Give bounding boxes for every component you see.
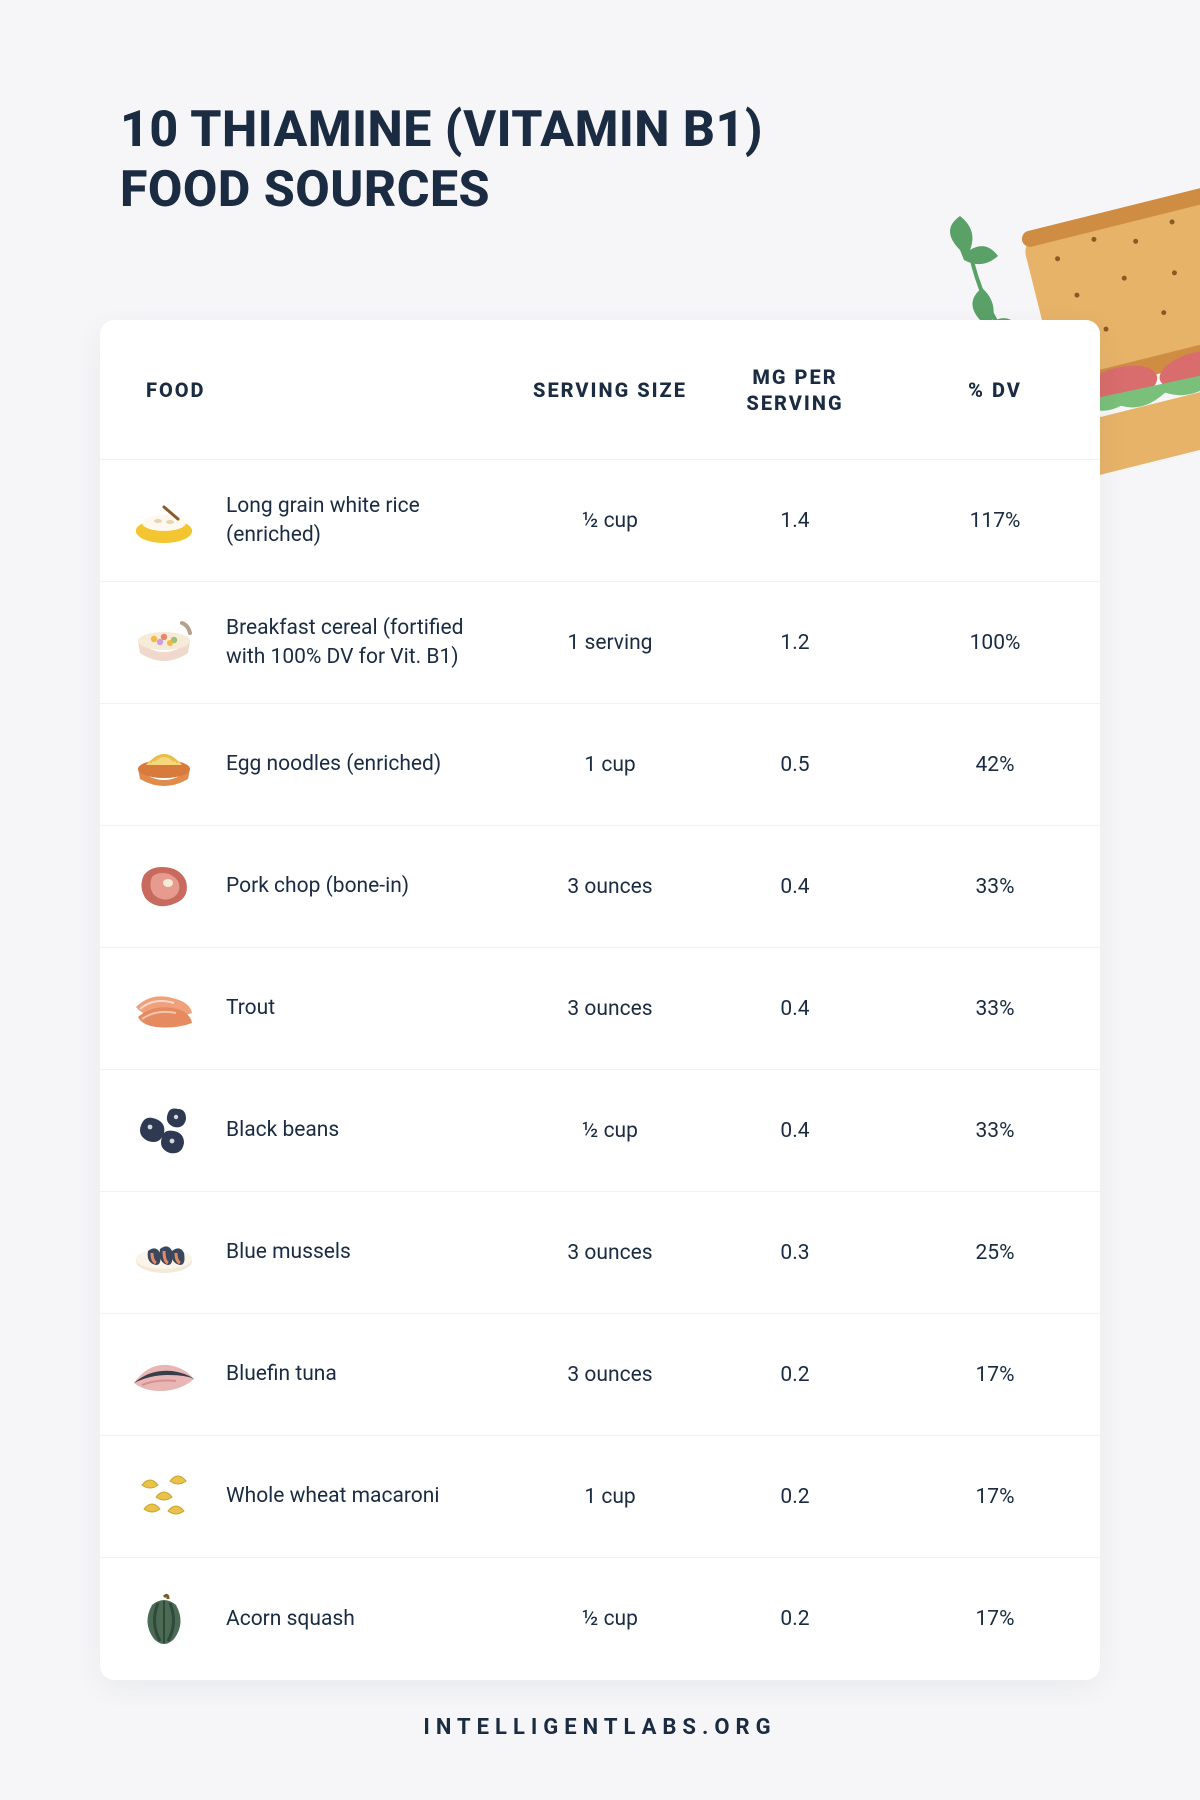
beans-icon [128, 1095, 200, 1167]
food-cell: Trout [100, 973, 520, 1045]
macaroni-icon [128, 1461, 200, 1533]
serving-size: ½ cup [520, 1607, 700, 1631]
serving-size: ½ cup [520, 509, 700, 533]
mg-per-serving: 0.4 [700, 875, 890, 899]
col-mg: MG PER SERVING [700, 364, 890, 416]
table-row: Egg noodles (enriched) 1 cup0.542% [100, 704, 1100, 826]
percent-dv: 25% [890, 1241, 1100, 1265]
title-line-2: FOOD SOURCES [120, 161, 490, 219]
table-row: Pork chop (bone-in) 3 ounces0.433% [100, 826, 1100, 948]
table-row: Whole wheat macaroni 1 cup0.217% [100, 1436, 1100, 1558]
serving-size: 1 cup [520, 753, 700, 777]
pork-icon [128, 851, 200, 923]
squash-icon [128, 1583, 200, 1655]
table-row: Black beans ½ cup0.433% [100, 1070, 1100, 1192]
table-row: Acorn squash ½ cup0.217% [100, 1558, 1100, 1680]
serving-size: ½ cup [520, 1119, 700, 1143]
mg-per-serving: 0.2 [700, 1607, 890, 1631]
mg-per-serving: 0.2 [700, 1363, 890, 1387]
table-row: Breakfast cereal (fortified with 100% DV… [100, 582, 1100, 704]
food-name: Bluefin tuna [226, 1360, 337, 1388]
title-line-1: 10 THIAMINE (VITAMIN B1) [120, 101, 763, 159]
percent-dv: 33% [890, 1119, 1100, 1143]
table-row: Long grain white rice (enriched) ½ cup1.4… [100, 460, 1100, 582]
mg-per-serving: 0.4 [700, 997, 890, 1021]
food-cell: Black beans [100, 1095, 520, 1167]
table-body: Long grain white rice (enriched)½ cup1.4… [100, 460, 1100, 1680]
mg-per-serving: 1.2 [700, 631, 890, 655]
food-table: FOOD SERVING SIZE MG PER SERVING % DV Lo… [100, 320, 1100, 1680]
serving-size: 1 cup [520, 1485, 700, 1509]
food-name: Long grain white rice (enriched) [226, 492, 506, 549]
food-cell: Acorn squash [100, 1583, 520, 1655]
mg-per-serving: 0.3 [700, 1241, 890, 1265]
serving-size: 1 serving [520, 631, 700, 655]
food-cell: Blue mussels [100, 1217, 520, 1289]
food-name: Breakfast cereal (fortified with 100% DV… [226, 614, 506, 671]
table-header: FOOD SERVING SIZE MG PER SERVING % DV [100, 320, 1100, 460]
col-serving: SERVING SIZE [520, 377, 700, 403]
percent-dv: 42% [890, 753, 1100, 777]
table-row: Blue mussels 3 ounces0.325% [100, 1192, 1100, 1314]
mg-per-serving: 0.2 [700, 1485, 890, 1509]
food-cell: Egg noodles (enriched) [100, 729, 520, 801]
percent-dv: 33% [890, 875, 1100, 899]
page-title: 10 THIAMINE (VITAMIN B1) FOOD SOURCES [120, 100, 763, 220]
food-cell: Long grain white rice (enriched) [100, 485, 520, 557]
percent-dv: 17% [890, 1363, 1100, 1387]
mussels-icon [128, 1217, 200, 1289]
food-cell: Breakfast cereal (fortified with 100% DV… [100, 607, 520, 679]
food-name: Whole wheat macaroni [226, 1482, 439, 1510]
percent-dv: 117% [890, 509, 1100, 533]
percent-dv: 17% [890, 1485, 1100, 1509]
table-row: Bluefin tuna 3 ounces0.217% [100, 1314, 1100, 1436]
percent-dv: 17% [890, 1607, 1100, 1631]
food-name: Egg noodles (enriched) [226, 750, 441, 778]
food-name: Black beans [226, 1116, 339, 1144]
food-cell: Bluefin tuna [100, 1339, 520, 1411]
food-name: Pork chop (bone-in) [226, 872, 409, 900]
tuna-icon [128, 1339, 200, 1411]
mg-per-serving: 0.4 [700, 1119, 890, 1143]
serving-size: 3 ounces [520, 1241, 700, 1265]
trout-icon [128, 973, 200, 1045]
serving-size: 3 ounces [520, 997, 700, 1021]
food-name: Blue mussels [226, 1238, 351, 1266]
mg-per-serving: 1.4 [700, 509, 890, 533]
food-cell: Whole wheat macaroni [100, 1461, 520, 1533]
serving-size: 3 ounces [520, 875, 700, 899]
noodles-icon [128, 729, 200, 801]
food-name: Acorn squash [226, 1605, 355, 1633]
cereal-icon [128, 607, 200, 679]
table-row: Trout 3 ounces0.433% [100, 948, 1100, 1070]
food-name: Trout [226, 994, 275, 1022]
rice-icon [128, 485, 200, 557]
food-cell: Pork chop (bone-in) [100, 851, 520, 923]
footer-attribution: INTELLIGENTLABS.ORG [0, 1715, 1200, 1740]
percent-dv: 33% [890, 997, 1100, 1021]
col-dv: % DV [890, 377, 1100, 403]
mg-per-serving: 0.5 [700, 753, 890, 777]
percent-dv: 100% [890, 631, 1100, 655]
col-food: FOOD [100, 377, 520, 403]
serving-size: 3 ounces [520, 1363, 700, 1387]
